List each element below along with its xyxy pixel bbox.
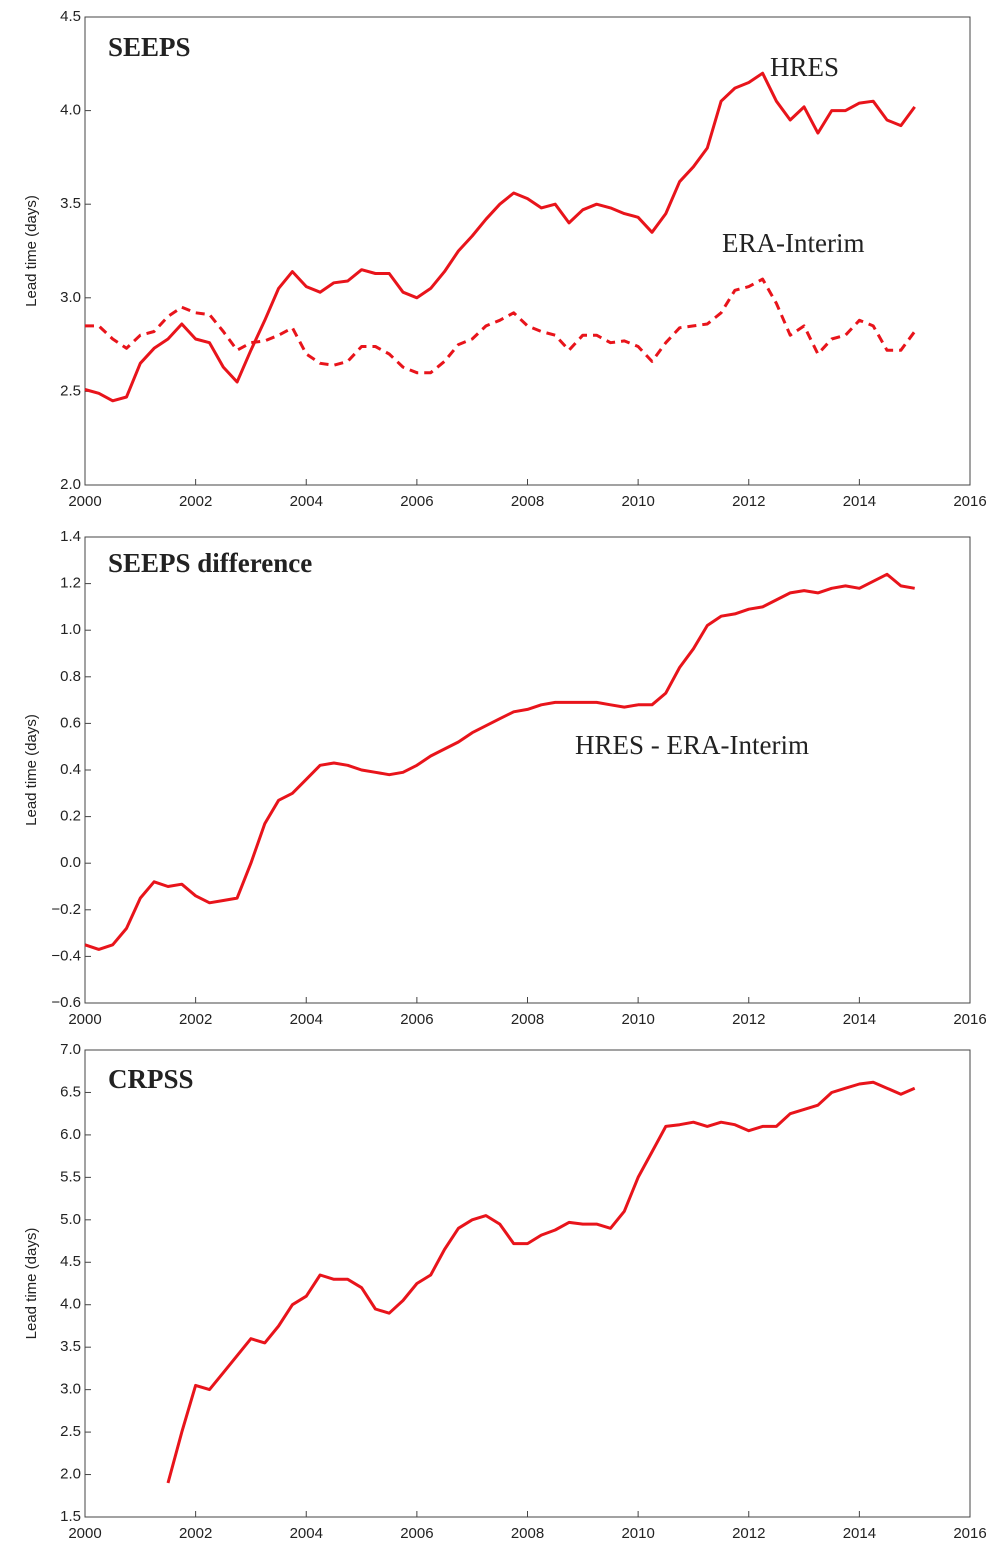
x-tick-label: 2008 bbox=[511, 1011, 544, 1028]
x-tick-label: 2004 bbox=[290, 493, 323, 510]
x-tick-label: 2002 bbox=[179, 1011, 212, 1028]
panel-title: SEEPS difference bbox=[108, 548, 312, 578]
y-tick-label: 1.0 bbox=[60, 621, 81, 638]
x-tick-label: 2008 bbox=[511, 1525, 544, 1542]
y-tick-label: 5.5 bbox=[60, 1168, 81, 1185]
plot-frame bbox=[84, 1049, 971, 1518]
y-tick-label: 1.4 bbox=[60, 528, 81, 545]
y-tick-label: 3.5 bbox=[60, 1338, 81, 1355]
y-tick-label: −0.2 bbox=[51, 901, 81, 918]
y-tick-label: 2.5 bbox=[60, 382, 81, 399]
y-tick-label: 0.8 bbox=[60, 668, 81, 685]
y-tick-label: 4.5 bbox=[60, 1253, 81, 1270]
y-tick-label: 1.2 bbox=[60, 575, 81, 592]
x-tick-label: 2016 bbox=[953, 1525, 986, 1542]
x-tick-label: 2000 bbox=[68, 493, 101, 510]
x-tick-label: 2006 bbox=[400, 1011, 433, 1028]
y-tick-label: −0.6 bbox=[51, 994, 81, 1011]
x-tick-label: 2008 bbox=[511, 493, 544, 510]
y-axis-label: Lead time (days) bbox=[23, 714, 40, 826]
x-tick-label: 2012 bbox=[732, 1525, 765, 1542]
x-tick-label: 2016 bbox=[953, 1011, 986, 1028]
x-tick-label: 2004 bbox=[290, 1011, 323, 1028]
x-tick-label: 2012 bbox=[732, 493, 765, 510]
y-tick-label: 4.5 bbox=[60, 8, 81, 25]
y-tick-label: 0.4 bbox=[60, 761, 81, 778]
x-tick-label: 2012 bbox=[732, 1011, 765, 1028]
series-line bbox=[85, 277, 916, 375]
y-tick-label: 2.0 bbox=[60, 476, 81, 493]
y-tick-label: 0.2 bbox=[60, 808, 81, 825]
x-tick-label: 2006 bbox=[400, 493, 433, 510]
series-label: ERA-Interim bbox=[722, 228, 864, 258]
y-tick-label: 4.0 bbox=[60, 102, 81, 119]
panel-title: CRPSS bbox=[108, 1064, 194, 1094]
x-tick-label: 2014 bbox=[843, 1525, 876, 1542]
series-label: HRES - ERA-Interim bbox=[575, 730, 809, 760]
x-tick-label: 2000 bbox=[68, 1011, 101, 1028]
y-tick-label: 2.0 bbox=[60, 1466, 81, 1483]
y-tick-label: 2.5 bbox=[60, 1423, 81, 1440]
x-tick-label: 2002 bbox=[179, 1525, 212, 1542]
y-tick-label: 4.0 bbox=[60, 1296, 81, 1313]
y-axis-label: Lead time (days) bbox=[23, 195, 40, 307]
x-tick-label: 2010 bbox=[621, 1525, 654, 1542]
series-line bbox=[84, 572, 915, 951]
y-tick-label: 5.0 bbox=[60, 1211, 81, 1228]
y-tick-label: 3.0 bbox=[60, 289, 81, 306]
x-tick-label: 2006 bbox=[400, 1525, 433, 1542]
y-tick-label: 3.0 bbox=[60, 1381, 81, 1398]
x-tick-label: 2010 bbox=[621, 493, 654, 510]
x-tick-label: 2000 bbox=[68, 1525, 101, 1542]
series-line bbox=[166, 1080, 916, 1484]
x-tick-label: 2014 bbox=[843, 1011, 876, 1028]
x-tick-label: 2010 bbox=[621, 1011, 654, 1028]
series-label: HRES bbox=[770, 52, 839, 82]
x-tick-label: 2014 bbox=[843, 493, 876, 510]
y-tick-label: 3.5 bbox=[60, 195, 81, 212]
y-tick-label: −0.4 bbox=[51, 947, 81, 964]
x-tick-label: 2002 bbox=[179, 493, 212, 510]
y-axis-label: Lead time (days) bbox=[23, 1228, 40, 1340]
y-tick-label: 0.0 bbox=[60, 854, 81, 871]
panel-title: SEEPS bbox=[108, 32, 191, 62]
series-line bbox=[84, 71, 916, 403]
y-tick-label: 1.5 bbox=[60, 1508, 81, 1525]
y-tick-label: 7.0 bbox=[60, 1041, 81, 1058]
plot-frame bbox=[84, 536, 971, 1004]
x-tick-label: 2016 bbox=[953, 493, 986, 510]
y-tick-label: 6.5 bbox=[60, 1083, 81, 1100]
y-tick-label: 0.6 bbox=[60, 714, 81, 731]
x-tick-label: 2004 bbox=[290, 1525, 323, 1542]
y-tick-label: 6.0 bbox=[60, 1126, 81, 1143]
